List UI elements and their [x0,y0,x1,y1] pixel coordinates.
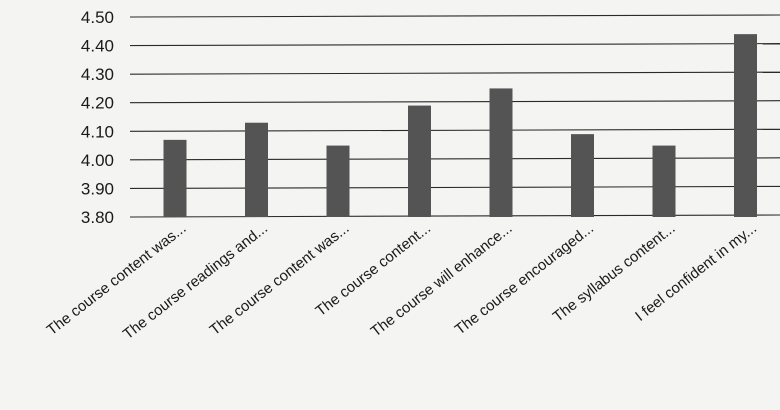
x-axis-category-labels: The course content was...The course read… [44,220,760,343]
bar [734,34,757,218]
bar [163,139,187,217]
y-tick-label: 4.40 [81,37,114,56]
gridline [129,43,780,47]
x-category-label: The course content was... [44,220,190,339]
y-tick-label: 4.30 [81,65,114,84]
y-tick-label: 4.50 [81,8,114,27]
gridline [129,157,780,161]
y-tick-label: 4.00 [81,151,114,170]
bar [652,145,676,217]
x-category-label: The course readings and... [120,220,271,343]
y-axis-tick-labels: 3.80 3.90 4.00 4.10 4.20 4.30 4.40 4.50 [81,8,114,227]
bar [408,105,431,217]
gridline [129,71,780,75]
y-tick-label: 4.10 [81,122,114,141]
gridline [129,214,780,218]
x-category-label: The course encouraged... [452,220,597,339]
gridline [129,128,780,132]
x-category-label: The course will enhance... [368,220,516,341]
gridline [129,100,780,104]
gridlines [129,14,780,218]
y-tick-label: 4.20 [81,94,114,113]
bar [245,122,268,217]
gridline [129,185,780,189]
bar [489,88,513,217]
x-category-label: The course content was... [207,220,353,339]
bars [163,34,757,218]
y-tick-label: 3.80 [81,208,114,227]
gridline [129,14,780,18]
bar [326,145,350,217]
y-tick-label: 3.90 [81,179,114,198]
bar [571,134,594,217]
